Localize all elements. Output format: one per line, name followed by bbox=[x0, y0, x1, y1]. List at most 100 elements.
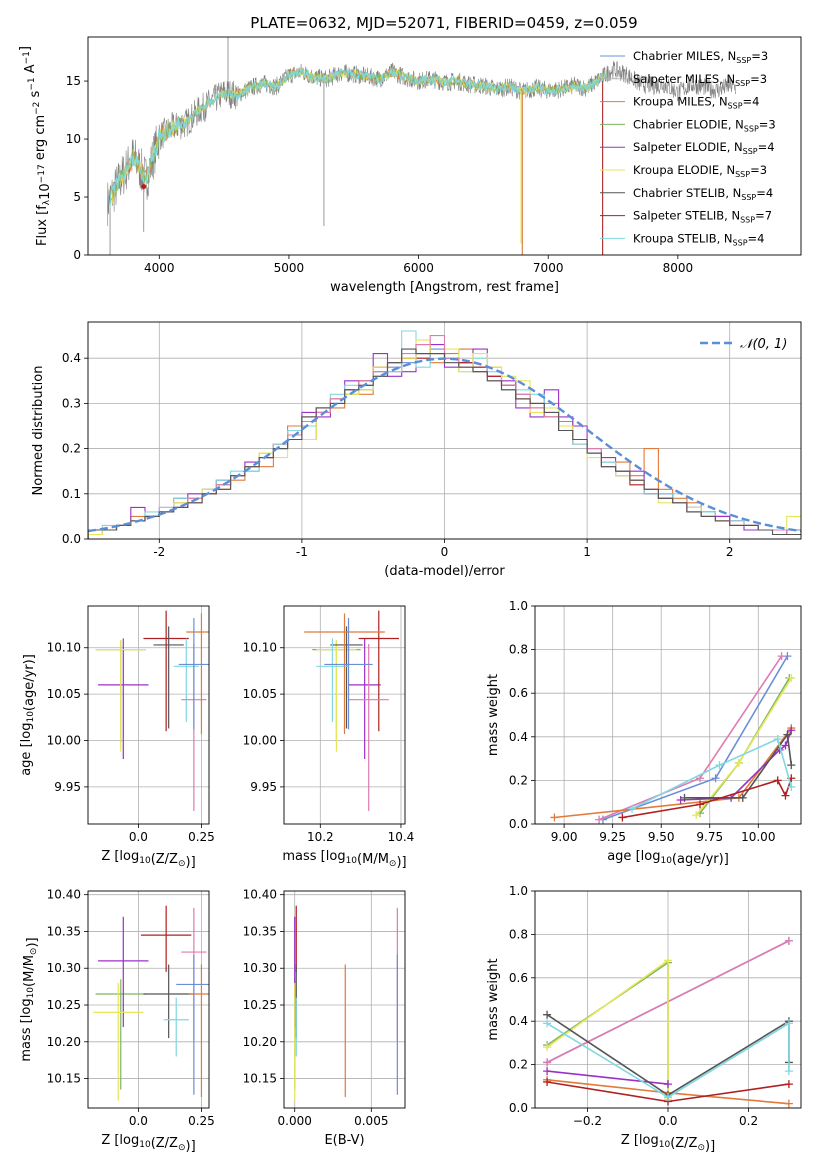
y-tick-label: 9.95 bbox=[54, 780, 81, 794]
x-tick-label: 0.25 bbox=[188, 830, 215, 844]
x-tick-label: 9.25 bbox=[599, 830, 626, 844]
plus-marker bbox=[680, 793, 689, 802]
x-tick-label: 9.00 bbox=[551, 830, 578, 844]
plus-marker bbox=[777, 652, 786, 661]
mass-weight-line bbox=[684, 732, 793, 799]
plus-marker bbox=[773, 776, 782, 785]
y-tick-label: 0.6 bbox=[509, 686, 528, 700]
legend-entry: Salpeter ELODIE, NSSP=4 bbox=[633, 140, 775, 156]
y-tick-label: 0.2 bbox=[62, 442, 81, 456]
y-tick-label: 5 bbox=[73, 190, 81, 204]
y-tick-label: 10.40 bbox=[47, 888, 81, 902]
y-tick-label: 10.30 bbox=[47, 961, 81, 975]
model-spectrum-line bbox=[109, 66, 607, 208]
plus-marker bbox=[784, 1067, 793, 1076]
plus-marker bbox=[543, 1067, 552, 1076]
x-axis-label: E(B-V) bbox=[324, 1133, 364, 1148]
y-tick-label: 10.10 bbox=[243, 641, 277, 655]
x-tick-label: 0.25 bbox=[188, 1114, 215, 1128]
plus-marker bbox=[787, 673, 796, 682]
y-tick-label: 10.40 bbox=[243, 888, 277, 902]
y-tick-label: 10.05 bbox=[47, 687, 81, 701]
y-tick-label: 0.1 bbox=[62, 487, 81, 501]
plus-marker bbox=[784, 1019, 793, 1028]
age-vs-z-frame bbox=[87, 605, 210, 825]
x-axis-label: Z [log10(Z/Z⊙)] bbox=[101, 849, 195, 870]
y-tick-label: 10.15 bbox=[243, 1072, 277, 1086]
mass-weight-vs-z-frame bbox=[534, 890, 802, 1109]
error-bar-point bbox=[330, 626, 363, 729]
y-axis-label: mass weight bbox=[486, 958, 501, 1040]
error-bar-point bbox=[140, 905, 192, 972]
y-tick-label: 0 bbox=[73, 248, 81, 262]
x-tick-label: 0.0 bbox=[658, 1114, 677, 1128]
y-tick-label: 0.2 bbox=[509, 773, 528, 787]
y-tick-label: 1.0 bbox=[509, 599, 528, 613]
mass-weight-vs-age-panel: 9.00 9.25 9.50 9.75 10.00 0.0 0.2 0.4 0.6 0.8 1.0 a… bbox=[486, 599, 802, 867]
plus-marker bbox=[543, 1043, 552, 1052]
x-tick-label: 0.2 bbox=[739, 1114, 758, 1128]
mass-weight-line bbox=[546, 958, 669, 1100]
mass-weight-line bbox=[602, 655, 789, 821]
error-bar-point bbox=[95, 640, 146, 752]
y-tick-label: 15 bbox=[66, 74, 81, 88]
mass-weight-line bbox=[546, 1021, 790, 1099]
age-vs-z-panel: 0.0 0.25 9.95 10.00 10.05 10.10 Z [log10(Z/Z⊙)… bbox=[19, 605, 215, 870]
plus-marker bbox=[773, 734, 782, 743]
plus-marker bbox=[543, 1010, 552, 1019]
y-tick-label: 0.4 bbox=[62, 351, 81, 365]
y-axis-label: Flux [fλ10−17 erg cm−2 s−1 A−1] bbox=[18, 46, 53, 246]
x-tick-label: 0 bbox=[441, 545, 449, 559]
mass-vs-z-grid bbox=[88, 891, 209, 1108]
y-tick-label: 0.2 bbox=[509, 1058, 528, 1072]
mass-weight-vs-z-panel: −0.2 0.0 0.2 0.0 0.2 0.4 0.6 0.8 1.0 Z [log10(Z/Z… bbox=[486, 884, 802, 1154]
x-tick-label: 6000 bbox=[403, 261, 434, 275]
age-vs-mass-panel: 10.2 10.4 9.95 10.00 10.05 10.10 mass [log10(M… bbox=[243, 605, 415, 870]
mass-weight-vs-age-plot-area bbox=[550, 652, 796, 824]
plus-marker bbox=[595, 815, 604, 824]
model-spectrum-line bbox=[109, 65, 607, 208]
y-tick-label: 10.10 bbox=[47, 641, 81, 655]
y-tick-label: 0.8 bbox=[509, 927, 528, 941]
plus-marker bbox=[628, 804, 637, 813]
y-tick-label: 10.30 bbox=[243, 961, 277, 975]
spectrum-panel: 4000 5000 6000 7000 8000 0 5 10 15 wavelength [An… bbox=[18, 36, 802, 295]
model-marker bbox=[141, 184, 147, 190]
y-tick-label: 10.00 bbox=[243, 734, 277, 748]
plus-marker bbox=[543, 1058, 552, 1067]
plus-marker bbox=[734, 758, 743, 767]
error-bar-point bbox=[143, 610, 189, 732]
mass-weight-line bbox=[631, 737, 793, 810]
error-bar-point bbox=[304, 613, 385, 735]
y-axis-label: age [log10(age/yr)] bbox=[19, 654, 37, 776]
x-tick-label: -1 bbox=[296, 545, 308, 559]
mass-weight-vs-z-plot-area bbox=[543, 936, 793, 1108]
legend-entry: Kroupa ELODIE, NSSP=3 bbox=[633, 163, 767, 179]
x-tick-label: 10.00 bbox=[741, 830, 775, 844]
legend-entry: 𝒩(0, 1) bbox=[740, 337, 787, 352]
plus-marker bbox=[664, 1080, 672, 1089]
error-bar-point bbox=[316, 640, 357, 752]
mass-weight-vs-age-frame bbox=[534, 605, 802, 825]
y-tick-label: 10.20 bbox=[47, 1035, 81, 1049]
error-bar-point bbox=[176, 954, 209, 1095]
x-tick-label: 10.4 bbox=[388, 830, 415, 844]
plus-marker bbox=[618, 813, 627, 822]
legend: Chabrier MILES, NSSP=3 Salpeter MILES, NS… bbox=[600, 49, 776, 247]
legend-entry: Chabrier STELIB, NSSP=4 bbox=[633, 186, 773, 202]
plus-marker bbox=[787, 761, 796, 770]
mass-vs-ebv-plot-area bbox=[294, 905, 398, 1101]
spectrum-frame bbox=[87, 36, 802, 256]
plus-marker bbox=[692, 811, 701, 820]
error-bar-point bbox=[98, 638, 149, 760]
x-tick-label: 4000 bbox=[144, 261, 175, 275]
y-tick-label: 10.05 bbox=[243, 687, 277, 701]
plus-marker bbox=[664, 1093, 672, 1102]
mass-vs-ebv-grid bbox=[284, 891, 405, 1108]
x-tick-label: -2 bbox=[153, 545, 165, 559]
x-tick-label: 0.000 bbox=[278, 1114, 312, 1128]
y-tick-label: 10.15 bbox=[47, 1072, 81, 1086]
error-bar-point bbox=[348, 644, 389, 812]
y-tick-label: 10.00 bbox=[47, 734, 81, 748]
